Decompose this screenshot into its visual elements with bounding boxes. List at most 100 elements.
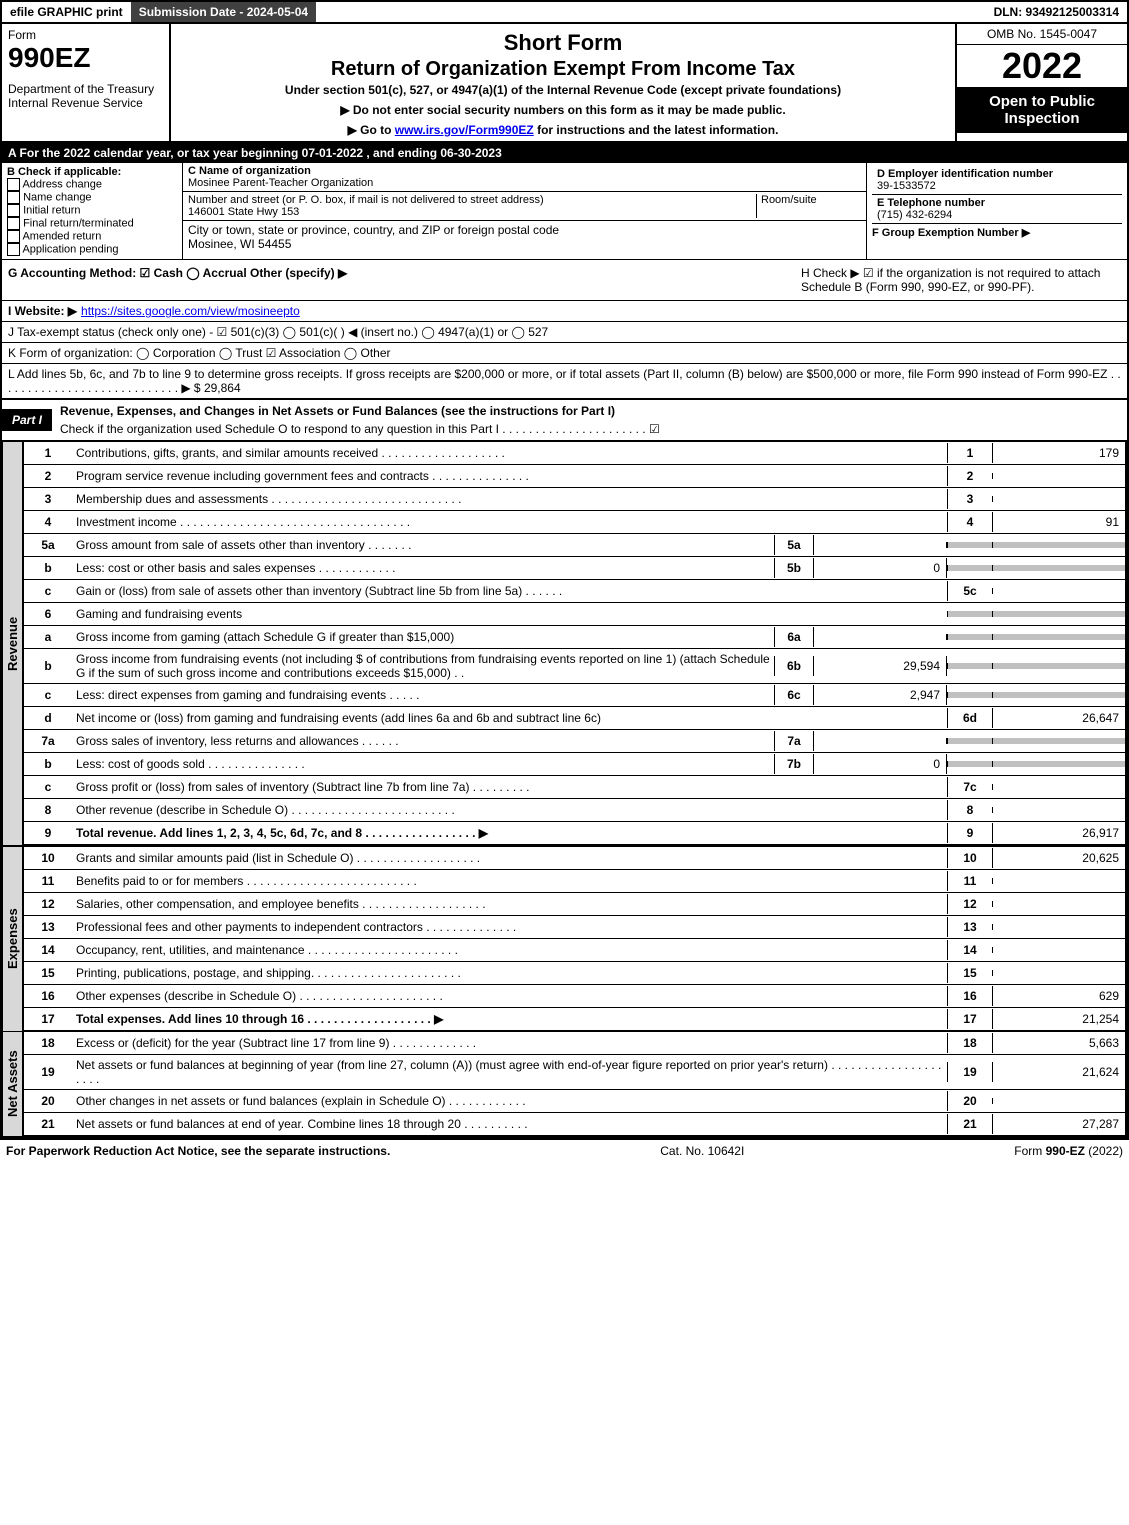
line-num: 8: [24, 800, 72, 820]
line-num: 15: [24, 963, 72, 983]
line-2: 2Program service revenue including gover…: [22, 465, 1127, 488]
line-desc: Gaming and fundraising events: [72, 604, 947, 624]
col-num: 16: [947, 986, 992, 1006]
f-label: F Group Exemption Number ▶: [872, 227, 1030, 239]
open-inspection: Open to Public Inspection: [957, 87, 1127, 133]
line-num: 20: [24, 1091, 72, 1111]
website-link[interactable]: https://sites.google.com/view/mosineepto: [81, 304, 300, 318]
col-value: [992, 588, 1125, 594]
b-opt-3[interactable]: Final return/terminated: [7, 217, 177, 230]
line-desc: Less: cost of goods sold . . . . . . . .…: [72, 754, 774, 774]
line-num: 10: [24, 848, 72, 868]
b-label: B Check if applicable:: [7, 166, 177, 178]
line-16: 16Other expenses (describe in Schedule O…: [22, 985, 1127, 1008]
line-desc: Occupancy, rent, utilities, and maintena…: [72, 940, 947, 960]
line-num: 9: [24, 823, 72, 843]
line-desc: Total revenue. Add lines 1, 2, 3, 4, 5c,…: [72, 823, 947, 843]
page-footer: For Paperwork Reduction Act Notice, see …: [0, 1138, 1129, 1162]
line-a: aGross income from gaming (attach Schedu…: [22, 626, 1127, 649]
line-num: c: [24, 777, 72, 797]
line-num: 6: [24, 604, 72, 624]
subtitle: Under section 501(c), 527, or 4947(a)(1)…: [177, 83, 949, 97]
subbox-value: [814, 738, 947, 744]
line-g: G Accounting Method: ☑ Cash ◯ Accrual Ot…: [8, 266, 801, 294]
b-opt-1[interactable]: Name change: [7, 191, 177, 204]
subbox-label: 7b: [774, 754, 814, 774]
col-num: 12: [947, 894, 992, 914]
line-c: cGain or (loss) from sale of assets othe…: [22, 580, 1127, 603]
col-num: 8: [947, 800, 992, 820]
line-1: 1Contributions, gifts, grants, and simil…: [22, 442, 1127, 465]
line-desc: Net income or (loss) from gaming and fun…: [72, 708, 947, 728]
line-num: 12: [24, 894, 72, 914]
footer-mid: Cat. No. 10642I: [660, 1144, 744, 1158]
subbox-value: 0: [814, 558, 947, 578]
netassets-section: Net Assets 18Excess or (deficit) for the…: [0, 1031, 1129, 1138]
b-opt-2[interactable]: Initial return: [7, 204, 177, 217]
col-num: 1: [947, 443, 992, 463]
col-num: 3: [947, 489, 992, 509]
col-num: 15: [947, 963, 992, 983]
col-value: [992, 878, 1125, 884]
street: 146001 State Hwy 153: [188, 206, 299, 218]
line-num: b: [24, 754, 72, 774]
line-j: J Tax-exempt status (check only one) - ☑…: [0, 322, 1129, 343]
col-num: 7c: [947, 777, 992, 797]
line-desc: Less: cost or other basis and sales expe…: [72, 558, 774, 578]
col-num: 10: [947, 848, 992, 868]
col-num: 5c: [947, 581, 992, 601]
box-c: C Name of organization Mosinee Parent-Te…: [183, 163, 866, 259]
line-num: 16: [24, 986, 72, 1006]
part1-header: Part I Revenue, Expenses, and Changes in…: [0, 399, 1129, 442]
line-19: 19Net assets or fund balances at beginni…: [22, 1055, 1127, 1090]
line-num: c: [24, 581, 72, 601]
line-desc: Printing, publications, postage, and shi…: [72, 963, 947, 983]
subbox-label: 5b: [774, 558, 814, 578]
col-num: 18: [947, 1033, 992, 1053]
col-value: 91: [992, 512, 1125, 532]
col-num: 6d: [947, 708, 992, 728]
col-value: 5,663: [992, 1033, 1125, 1053]
goto-note: ▶ Go to www.irs.gov/Form990EZ for instru…: [177, 123, 949, 137]
omb-number: OMB No. 1545-0047: [957, 24, 1127, 45]
line-num: 1: [24, 443, 72, 463]
b-opt-4[interactable]: Amended return: [7, 230, 177, 243]
subbox-label: 6b: [774, 656, 814, 676]
line-b: bGross income from fundraising events (n…: [22, 649, 1127, 684]
line-11: 11Benefits paid to or for members . . . …: [22, 870, 1127, 893]
row-i: I Website: ▶ https://sites.google.com/vi…: [0, 301, 1129, 322]
line-6: 6Gaming and fundraising events: [22, 603, 1127, 626]
line-desc: Gross income from gaming (attach Schedul…: [72, 627, 774, 647]
b-opt-0[interactable]: Address change: [7, 178, 177, 191]
col-value: [992, 496, 1125, 502]
line-num: d: [24, 708, 72, 728]
line-desc: Excess or (deficit) for the year (Subtra…: [72, 1033, 947, 1053]
col-value: [992, 784, 1125, 790]
form-number: 990EZ: [8, 42, 163, 74]
col-value: 21,624: [992, 1062, 1125, 1082]
irs-link[interactable]: www.irs.gov/Form990EZ: [395, 123, 534, 137]
line-18: 18Excess or (deficit) for the year (Subt…: [22, 1032, 1127, 1055]
line-num: a: [24, 627, 72, 647]
line-13: 13Professional fees and other payments t…: [22, 916, 1127, 939]
b-opt-5[interactable]: Application pending: [7, 243, 177, 256]
phone: (715) 432-6294: [877, 209, 952, 221]
line-desc: Gross profit or (loss) from sales of inv…: [72, 777, 947, 797]
col-value: [992, 1098, 1125, 1104]
department-label: Department of the Treasury Internal Reve…: [8, 82, 163, 110]
line-desc: Benefits paid to or for members . . . . …: [72, 871, 947, 891]
box-def: D Employer identification number 39-1533…: [866, 163, 1127, 259]
line-10: 10Grants and similar amounts paid (list …: [22, 847, 1127, 870]
dln: DLN: 93492125003314: [986, 2, 1127, 22]
form-header: Form 990EZ Department of the Treasury In…: [0, 24, 1129, 143]
col-value: 21,254: [992, 1009, 1125, 1029]
e-label: E Telephone number: [877, 197, 985, 209]
ssn-note: ▶ Do not enter social security numbers o…: [177, 103, 949, 117]
col-value: [992, 807, 1125, 813]
line-12: 12Salaries, other compensation, and empl…: [22, 893, 1127, 916]
col-value: 20,625: [992, 848, 1125, 868]
line-5a: 5aGross amount from sale of assets other…: [22, 534, 1127, 557]
line-desc: Gross sales of inventory, less returns a…: [72, 731, 774, 751]
row-gh: G Accounting Method: ☑ Cash ◯ Accrual Ot…: [0, 260, 1129, 301]
form-label: Form: [8, 28, 163, 42]
